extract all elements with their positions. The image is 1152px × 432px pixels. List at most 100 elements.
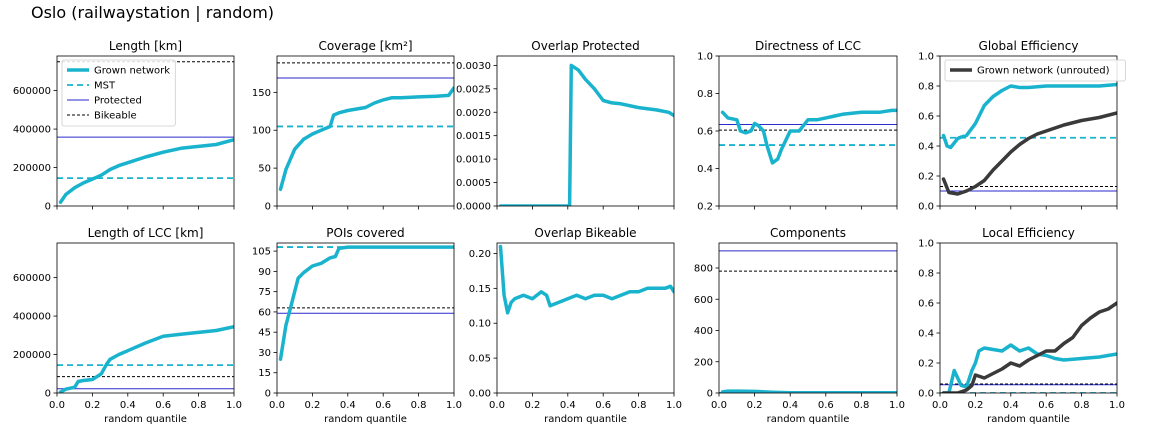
series-line-grown	[58, 137, 234, 204]
panel-title: Components	[770, 226, 846, 240]
panel-pois: POIs covered 0 15 30 45 60 75 90 105 0.0 0.2 0.4 0.6…	[252, 226, 462, 425]
x-axis-label: random quantile	[987, 414, 1070, 425]
y-tick-label: 0.6	[697, 127, 713, 138]
y-tick-label: 105	[252, 247, 271, 258]
x-tick-label: 0.6	[375, 400, 391, 411]
y-tick-label: 200	[694, 357, 713, 368]
axes-frame	[276, 242, 455, 394]
y-tick-label: 30	[258, 348, 271, 359]
panel-local_eff: Local Efficiency 0.0 0.2 0.4 0.6 0.8 1.0 0.0 0.2…	[918, 226, 1125, 425]
series-line-grown	[498, 244, 674, 315]
legend-box	[944, 59, 1126, 82]
series-line-unrouted	[941, 301, 1117, 393]
x-tick-label: 0.8	[853, 400, 869, 411]
y-tick-label: 0.10	[469, 319, 491, 330]
y-tick-label: 0	[707, 389, 713, 400]
x-tick-label: 1.0	[226, 400, 242, 411]
y-tick-label: 1.0	[918, 52, 934, 63]
series-line-grown	[278, 245, 454, 361]
series-line-grown	[941, 82, 1117, 150]
y-tick-label: 1.0	[918, 239, 934, 250]
x-tick-label: 0.8	[191, 400, 207, 411]
panel-coverage: Coverage [km²] 0 50 100 150	[252, 39, 455, 213]
x-tick-label: 0.0	[489, 400, 505, 411]
x-tick-label: 0.8	[1074, 400, 1090, 411]
x-tick-label: 1.0	[1109, 400, 1125, 411]
axes-frame	[276, 55, 455, 207]
x-tick-label: 0.8	[631, 400, 647, 411]
panel-title: Overlap Bikeable	[534, 226, 636, 240]
y-tick-label: 60	[258, 307, 271, 318]
x-tick-label: 1.0	[889, 400, 905, 411]
x-tick-label: 1.0	[446, 400, 462, 411]
x-tick-label: 0.4	[120, 400, 136, 411]
x-axis-label: random quantile	[767, 414, 850, 425]
axes-frame	[56, 55, 235, 207]
y-tick-label: 0.6	[918, 112, 934, 123]
legend-label: MST	[94, 81, 116, 92]
panel-directness: Directness of LCC 0.2 0.4 0.6 0.8 1.0	[697, 39, 898, 213]
y-tick-label: 0	[45, 202, 51, 213]
x-tick-label: 0.0	[269, 400, 285, 411]
y-tick-label: 0.8	[918, 82, 934, 93]
y-tick-label: 400000	[13, 125, 51, 136]
y-tick-label: 0.8	[918, 269, 934, 280]
panel-title: Length of LCC [km]	[88, 226, 204, 240]
x-tick-label: 0.0	[932, 400, 948, 411]
y-tick-label: 600000	[13, 86, 51, 97]
x-tick-label: 0.8	[411, 400, 427, 411]
y-tick-label: 200000	[13, 163, 51, 174]
x-tick-label: 0.6	[818, 400, 834, 411]
x-tick-label: 0.4	[1003, 400, 1019, 411]
legend-label: Bikeable	[94, 111, 137, 122]
y-tick-label: 400	[694, 326, 713, 337]
y-tick-label: 800	[694, 264, 713, 275]
axes-frame	[56, 242, 235, 394]
y-tick-label: 0.0010	[456, 155, 491, 166]
figure-title: Oslo (railwaystation | random)	[31, 3, 275, 22]
y-tick-label: 50	[258, 164, 271, 175]
y-tick-label: 15	[258, 368, 271, 379]
panel-title: Global Efficiency	[979, 39, 1079, 53]
legend-label: Protected	[94, 96, 142, 107]
x-tick-label: 0.2	[967, 400, 983, 411]
y-tick-label: 0.0	[918, 202, 934, 213]
y-tick-label: 0.0030	[456, 61, 491, 72]
y-tick-label: 0.0000	[456, 202, 491, 213]
y-tick-label: 400000	[13, 312, 51, 323]
series-line-grown	[941, 343, 1117, 393]
y-tick-label: 0.2	[918, 172, 934, 183]
y-tick-label: 0.00	[469, 389, 491, 400]
y-tick-label: 90	[258, 267, 271, 278]
panel-title: Directness of LCC	[755, 39, 861, 53]
x-tick-label: 0.4	[340, 400, 356, 411]
panel-title: POIs covered	[326, 226, 404, 240]
y-tick-label: 0.4	[918, 142, 934, 153]
panel-length: Length [km] 0 200000 400000 600000 Grown netw…	[13, 39, 235, 213]
y-tick-label: 0	[265, 202, 271, 213]
series-line-grown	[58, 324, 234, 393]
y-tick-label: 0.15	[469, 284, 491, 295]
panel-title: Overlap Protected	[531, 39, 639, 53]
panel-global_eff: Global Efficiency 0.0 0.2 0.4 0.6 0.8 1.0 Grown…	[918, 39, 1126, 213]
panel-title: Length [km]	[109, 39, 182, 53]
y-tick-label: 0	[265, 389, 271, 400]
x-axis-label: random quantile	[324, 414, 407, 425]
x-tick-label: 0.2	[304, 400, 320, 411]
panel-length_lcc: Length of LCC [km] 0 200000 400000 600000 0.0…	[13, 226, 242, 425]
x-axis-label: random quantile	[104, 414, 187, 425]
y-tick-label: 150	[252, 88, 271, 99]
y-tick-label: 0.0025	[456, 84, 491, 95]
y-tick-label: 75	[258, 287, 271, 298]
panel-title: Local Efficiency	[982, 226, 1075, 240]
series-line-unrouted	[941, 111, 1117, 196]
series-line-grown	[498, 63, 674, 206]
y-tick-label: 200000	[13, 350, 51, 361]
x-tick-label: 1.0	[666, 400, 682, 411]
x-tick-label: 0.0	[711, 400, 727, 411]
axes-frame	[496, 55, 675, 207]
x-tick-label: 0.6	[1038, 400, 1054, 411]
y-tick-label: 0.05	[469, 354, 491, 365]
y-tick-label: 1.0	[697, 52, 713, 63]
